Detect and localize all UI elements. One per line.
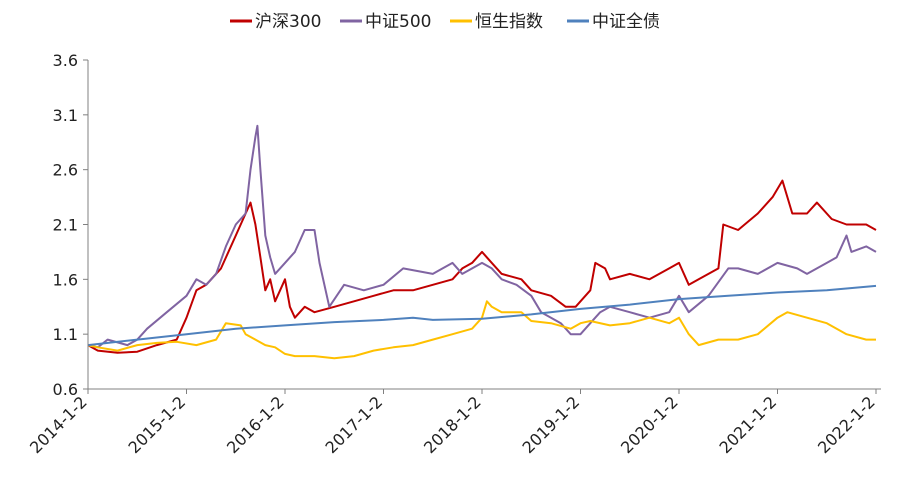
- x-tick-label: 2017-1-2: [322, 392, 387, 457]
- x-tick-label: 2015-1-2: [125, 392, 190, 457]
- legend-label-2: 恒生指数: [475, 12, 543, 32]
- y-tick-label: 3.6: [53, 51, 78, 70]
- series-line-0: [87, 179, 877, 354]
- series-line-2: [87, 300, 876, 360]
- legend-label-1: 中证500: [365, 12, 431, 32]
- x-tick-label: 2016-1-2: [223, 392, 288, 457]
- legend-label-3: 中证全债: [592, 12, 660, 32]
- y-tick-label: 0.6: [53, 380, 78, 399]
- series-layer: [87, 124, 877, 360]
- legend-label-0: 沪深300: [255, 12, 321, 32]
- x-tick-label: 2020-1-2: [617, 392, 682, 457]
- series-line-1: [87, 124, 877, 349]
- legend: 沪深300 中证500 恒生指数 中证全债: [230, 12, 660, 32]
- x-tick-label: 2021-1-2: [716, 392, 781, 457]
- y-tick-label: 1.1: [53, 325, 78, 344]
- y-tick-label: 3.1: [53, 106, 78, 125]
- x-tick-label: 2018-1-2: [420, 392, 485, 457]
- series-line-3: [87, 284, 877, 347]
- y-tick-label: 1.6: [53, 270, 78, 289]
- axes: 0.6 1.1 1.6 2.1 2.6 3.1 3.6 2014-1-2 2015-1-2 201…: [26, 51, 881, 457]
- y-tick-label: 2.6: [53, 161, 78, 180]
- x-tick-label: 2014-1-2: [26, 392, 91, 457]
- x-tick-label: 2022-1-2: [814, 392, 879, 457]
- y-tick-label: 2.1: [53, 216, 78, 235]
- x-tick-label: 2019-1-2: [519, 392, 584, 457]
